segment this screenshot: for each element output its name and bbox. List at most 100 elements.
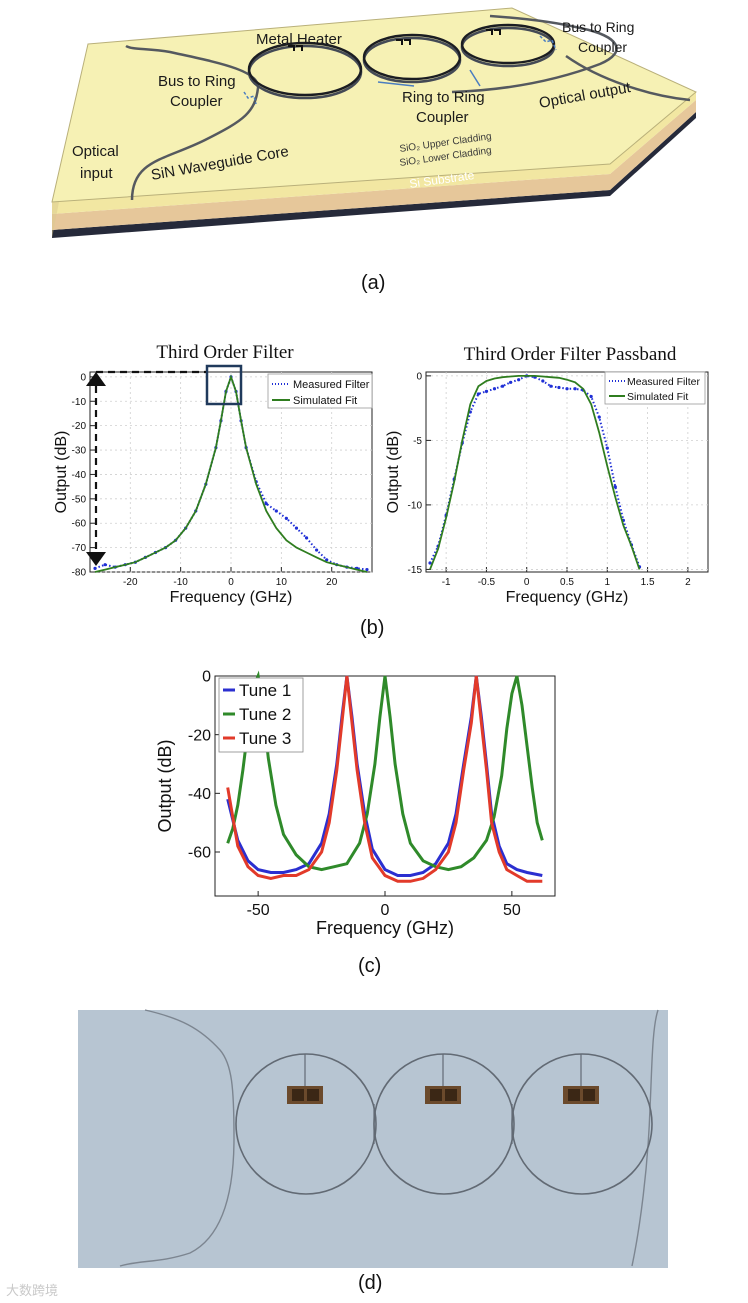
chart-b-left-series-measured-filter-point	[325, 558, 329, 562]
chart-b-right-series-measured-filter-point	[557, 385, 561, 390]
chart-c-xtick-label: -50	[247, 902, 270, 919]
chart-b-right-xlabel: Frequency (GHz)	[506, 589, 629, 606]
chart-c: -50 0 50 0 -20 -40 -60 Frequency (GHz) Output (d…	[155, 669, 556, 938]
watermark: 大数跨境	[6, 1284, 59, 1299]
output-waveguide	[451, 14, 618, 94]
chart-b-right-xtick-label: 1	[605, 577, 611, 588]
slab-top-surface	[51, 7, 697, 203]
caption-c: (c)	[358, 955, 382, 977]
label-bus-ring-left-2: Coupler	[170, 93, 223, 110]
chart-b-left-series-measured-filter-point	[274, 509, 278, 513]
chart-b-right-ylabel: Output (dB)	[385, 431, 402, 514]
b-left-legend-measured: Measured Filter	[293, 379, 370, 391]
ring-3-heater	[460, 23, 556, 65]
chart-b-left-series-simulated-fit	[94, 374, 368, 573]
chart-b-right-series-measured-filter-point	[517, 378, 521, 382]
arrow-ring-ring-2	[469, 69, 481, 87]
arrow-head-up	[86, 372, 106, 386]
chart-c-xtick-label: 0	[381, 902, 390, 919]
coupler-marker-left	[243, 91, 257, 105]
chart-b-left-ytick-label: -10	[72, 397, 87, 408]
b-left-title: Third Order Filter	[156, 342, 294, 363]
caption-d: (d)	[358, 1272, 383, 1294]
ring-2-heater	[362, 33, 462, 81]
panel-a-diagram: Metal Heater Bus to Ring Coupler Bus to …	[51, 7, 697, 238]
b-right-legend-measured: Measured Filter	[627, 376, 700, 388]
b-right-legend: Measured Filter Simulated Fit	[604, 371, 706, 405]
input-waveguide-trace	[119, 1009, 235, 1267]
chart-b-right-series-measured-filter-point	[573, 387, 577, 391]
chart-b-left-ytick-label: -70	[72, 543, 87, 554]
chart-b-right-xtick-label: -1	[442, 577, 451, 588]
chart-b-right-xtick-label: 0	[524, 577, 530, 588]
chart-b-right-xtick-label: -0.5	[478, 577, 496, 588]
chart-c-xlabel: Frequency (GHz)	[316, 918, 454, 938]
chart-b-left-series-measured-filter-point	[264, 502, 268, 506]
chart-c-ytick-label: -60	[188, 845, 211, 862]
label-bus-ring-left-1: Bus to Ring	[158, 73, 236, 90]
chart-b-right: -1 -0.5 0 0.5 1 1.5 2 0 -5 -10 -15 Frequency (GHz) O…	[385, 371, 709, 606]
chart-b-left-xlabel: Frequency (GHz)	[170, 589, 293, 606]
chart-b-right-ytick-label: -5	[413, 436, 422, 447]
chart-b-right-series-measured-filter-point	[541, 379, 545, 383]
chart-b-right-series-measured-filter-point	[500, 384, 505, 388]
chart-b-left-series-measured-filter-point	[294, 526, 299, 530]
chart-b-left-series-measured-filter-point	[284, 516, 288, 520]
input-waveguide	[125, 44, 260, 201]
chart-b-right-ytick-label: -10	[408, 500, 423, 511]
panel-b-charts: Third Order Filter Third Order Filter Pa…	[53, 342, 709, 606]
chart-b-left-ytick-label: -50	[72, 494, 87, 505]
chart-c-xtick-label: 50	[503, 902, 521, 919]
lower-cladding-layer	[52, 100, 696, 230]
chart-b-right-series-measured-filter-point	[597, 415, 601, 419]
chart-b-right-series-measured-filter-point	[476, 392, 480, 396]
chart-b-right-series-measured-filter-point	[492, 387, 497, 391]
chart-b-right-ytick-label: 0	[416, 371, 422, 382]
label-optical-input-1: Optical	[72, 143, 119, 160]
chart-b-left-xtick-label: 0	[228, 577, 234, 588]
chart-b-right-series-measured-filter-point	[613, 485, 617, 489]
substrate-layer	[52, 112, 696, 238]
chart-b-right-series-measured-filter-point	[565, 387, 569, 391]
chart-b-left-xtick-label: -20	[123, 577, 138, 588]
chart-c-legend-label-1: Tune 1	[239, 681, 291, 700]
chart-b-left-series-measured-filter-point	[93, 566, 97, 570]
b-left-legend-simulated: Simulated Fit	[293, 395, 357, 407]
heater-pad-3	[486, 29, 501, 35]
chart-b-right-ytick-label: -15	[408, 565, 423, 576]
chart-b-left-xtick-label: -10	[173, 577, 188, 588]
label-metal-heater: Metal Heater	[256, 31, 342, 48]
chart-b-right-series-measured-filter-point	[428, 561, 432, 565]
output-guide-to-edge	[565, 54, 691, 102]
chart-b-left-ylabel: Output (dB)	[53, 431, 70, 514]
chart-b-left-xtick-label: 20	[326, 577, 338, 588]
label-bus-ring-right-2: Coupler	[578, 39, 627, 55]
chart-b-left-xtick-label: 10	[276, 577, 288, 588]
chart-b-right-xtick-label: 1.5	[641, 577, 655, 588]
chart-b-right-series-measured-filter	[429, 374, 641, 568]
output-waveguide-trace	[631, 1009, 659, 1267]
micrograph-background	[78, 1010, 668, 1268]
peak-highlight-box	[205, 364, 243, 406]
chart-c-legend-label-3: Tune 3	[239, 729, 291, 748]
chart-b-left-series-measured-filter-point	[315, 548, 319, 552]
panel-d-micrograph	[78, 1009, 668, 1268]
chart-b-right-xtick-label: 0.5	[560, 577, 574, 588]
ring-1-heater	[247, 41, 363, 97]
chart-b-right-series-measured-filter-point	[484, 389, 489, 393]
chart-b-right-series-measured-filter-point	[589, 394, 593, 399]
label-optical-input-2: input	[80, 165, 113, 182]
chart-c-series-tune-3	[226, 675, 543, 883]
chart-b-right-series-measured-filter-point	[509, 380, 513, 384]
arrow-ring-ring-1	[377, 81, 415, 87]
coupler-marker-right	[539, 35, 557, 51]
b-left-legend: Measured Filter Simulated Fit	[267, 373, 373, 409]
chart-b-left-ytick-label: -30	[72, 446, 87, 457]
b-right-legend-simulated: Simulated Fit	[627, 391, 688, 403]
panel-c-chart: -50 0 50 0 -20 -40 -60 Frequency (GHz) Output (d…	[155, 669, 556, 938]
chart-b-left-ytick-label: -20	[72, 421, 87, 432]
chart-b-left-ytick-label: -60	[72, 519, 87, 530]
chart-b-left-ytick-label: -80	[72, 568, 87, 579]
chart-b-right-series-measured-filter-point	[549, 384, 553, 388]
chart-b-left-ytick-label: -40	[72, 470, 87, 481]
